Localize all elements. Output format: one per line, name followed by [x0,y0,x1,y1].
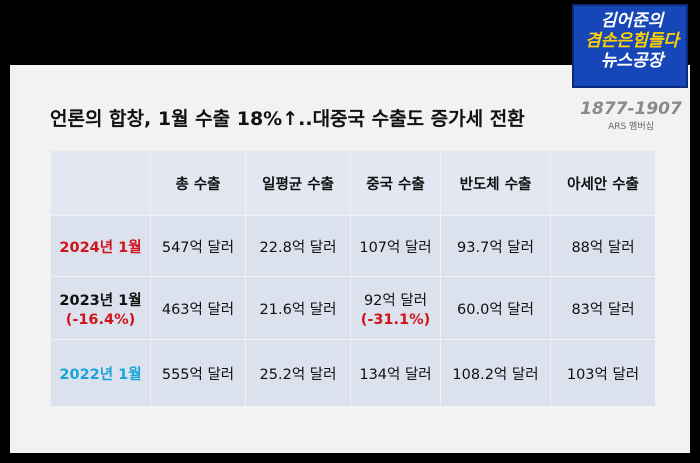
table-cell: 134억 달러 [350,339,441,407]
table-cell: 547억 달러 [150,215,246,277]
logo-line-3: 뉴스공장 [600,51,664,71]
row-label: 2024년 1월 [50,215,151,277]
table-cell: 103억 달러 [550,339,656,407]
total-change-percent: (-16.4%) [65,311,136,328]
logo-line-1: 김어준의 [600,11,664,31]
row-year-2022: 2022년 1월 [59,366,142,383]
table-cell: 83억 달러 [550,276,656,340]
china-value: 92억 달러 [363,292,428,309]
row-label: 2022년 1월 [50,339,151,407]
ars-phone-number: 1877-1907 [580,99,682,119]
table-cell: 25.2억 달러 [245,339,351,407]
table-cell: 93.7억 달러 [440,215,551,277]
header-total-exports: 총 수출 [150,150,246,216]
table-row: 2023년 1월 (-16.4%) 463억 달러 21.6억 달러 92억 달… [50,276,656,340]
table-cell: 555억 달러 [150,339,246,407]
table-cell: 108.2억 달러 [440,339,551,407]
row-year-2023: 2023년 1월 [59,292,142,309]
logo-line-2: 겸손은힘들다 [585,31,679,51]
row-label: 2023년 1월 (-16.4%) [50,276,151,340]
table-cell: 107억 달러 [350,215,441,277]
header-semiconductor-exports: 반도체 수출 [440,150,551,216]
header-empty [50,150,151,216]
header-daily-average: 일평균 수출 [245,150,351,216]
table-row: 2022년 1월 555억 달러 25.2억 달러 134억 달러 108.2억… [50,339,656,407]
export-table: 총 수출 일평균 수출 중국 수출 반도체 수출 아세안 수출 2024년 1월… [50,150,656,407]
china-change-percent: (-31.1%) [360,311,431,328]
table-cell: 463억 달러 [150,276,246,340]
ars-membership-label: ARS 멤버십 [608,122,654,132]
table-cell: 92억 달러 (-31.1%) [350,276,441,340]
slide-title: 언론의 합창, 1월 수출 18%↑..대중국 수출도 증가세 전환 [50,108,525,130]
header-asean-exports: 아세안 수출 [550,150,656,216]
table-cell: 21.6억 달러 [245,276,351,340]
table-cell: 60.0억 달러 [440,276,551,340]
table-cell: 88억 달러 [550,215,656,277]
row-year-2024: 2024년 1월 [59,239,142,256]
table-row: 2024년 1월 547억 달러 22.8억 달러 107억 달러 93.7억 … [50,215,656,277]
table-header-row: 총 수출 일평균 수출 중국 수출 반도체 수출 아세안 수출 [50,150,656,216]
table-cell: 22.8억 달러 [245,215,351,277]
header-china-exports: 중국 수출 [350,150,441,216]
news-factory-logo: 김어준의 겸손은힘들다 뉴스공장 [572,4,688,88]
